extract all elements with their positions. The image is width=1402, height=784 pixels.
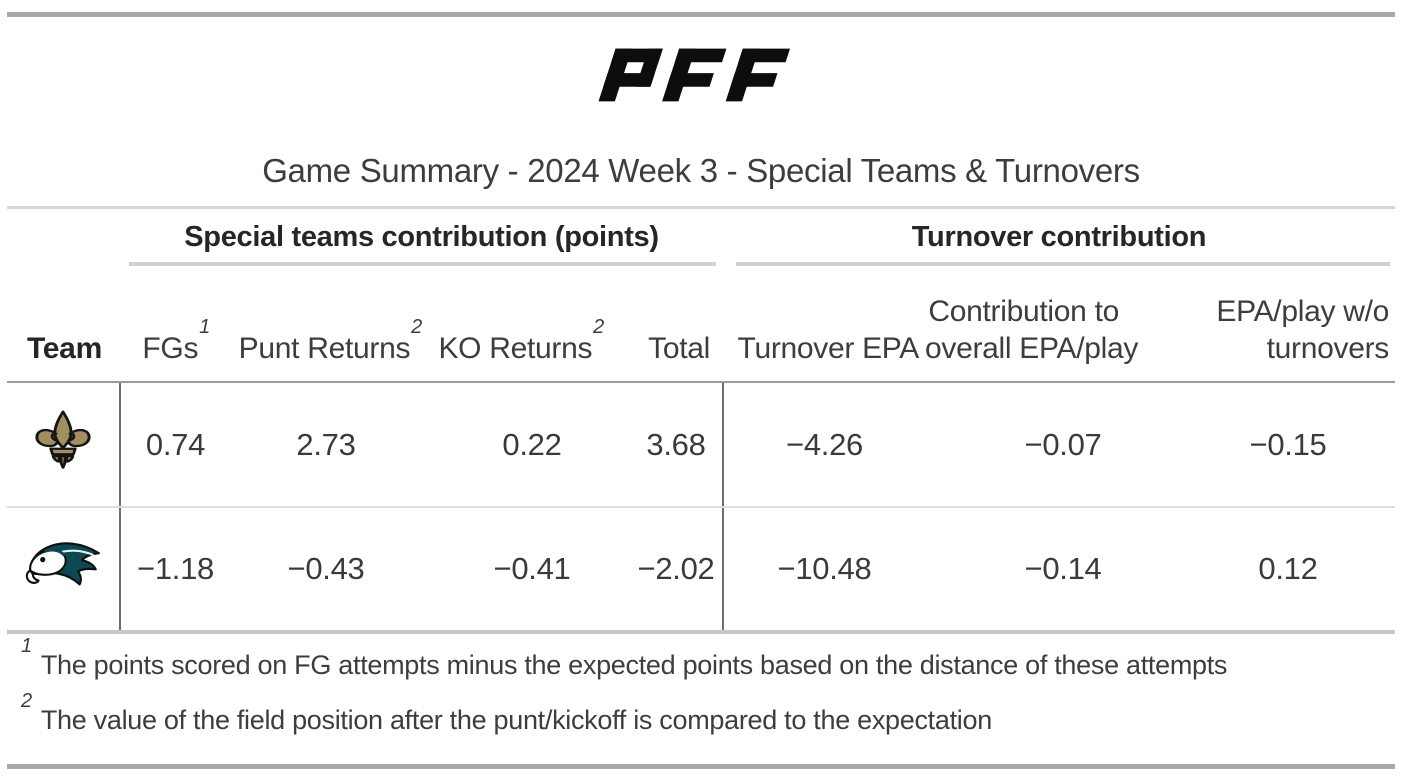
- column-header-turnover-epa: Turnover EPA: [723, 271, 925, 383]
- cell-eagles-turnover-epa: −10.48: [722, 507, 925, 634]
- pff-game-summary-page: Game Summary - 2024 Week 3 - Special Tea…: [0, 12, 1402, 784]
- page-title: Game Summary - 2024 Week 3 - Special Tea…: [262, 152, 1140, 189]
- title-divider: [7, 206, 1395, 209]
- column-header-total: Total: [614, 271, 723, 383]
- footnote-2: 2 The value of the field position after t…: [20, 691, 1395, 737]
- footnotes: 1 The points scored on FG attempts minus …: [20, 636, 1395, 737]
- column-header-contribution: Contribution to overall EPA/play: [925, 271, 1138, 383]
- cell-eagles-fgs: −1.18: [120, 507, 220, 634]
- eagles-logo-icon: [24, 538, 102, 600]
- special-teams-turnovers-table: Special teams contribution (points) Turn…: [7, 209, 1395, 634]
- cell-saints-total: 3.68: [614, 382, 723, 508]
- group-label-turnover: Turnover contribution: [911, 221, 1207, 253]
- cell-saints-turnover-epa: −4.26: [722, 382, 925, 508]
- pff-logo-icon: [598, 48, 791, 102]
- group-underline-turnover: [736, 262, 1390, 266]
- bottom-divider: [7, 764, 1395, 769]
- footnote-1-ref: 1: [21, 635, 32, 657]
- saints-logo-icon: [34, 409, 92, 481]
- team-cell-saints: [7, 382, 121, 508]
- group-header-special-teams: Special teams contribution (points): [120, 209, 723, 271]
- group-underline-special-teams: [129, 262, 716, 266]
- cell-saints-fgs: 0.74: [120, 382, 220, 508]
- footnote-2-ref: 2: [21, 690, 32, 712]
- footnote-ref-2: 2: [593, 316, 604, 338]
- cell-saints-epa-wo-turnovers: −0.15: [1125, 382, 1395, 508]
- top-divider: [7, 12, 1395, 17]
- table-row-saints: 0.74 2.73 0.22 3.68 −4.26 −0.07 −0.15: [7, 382, 1395, 508]
- cell-eagles-ko-returns: −0.41: [432, 507, 614, 634]
- table-row-eagles: −1.18 −0.43 −0.41 −2.02 −10.48 −0.14 0.1…: [7, 507, 1395, 634]
- footnote-2-text: The value of the field position after th…: [40, 705, 992, 735]
- cell-saints-punt-returns: 2.73: [220, 382, 432, 508]
- column-header-row: Team FGs1 Punt Returns2 KO Returns2 Tota…: [7, 271, 1395, 383]
- cell-eagles-epa-wo-turnovers: 0.12: [1125, 507, 1395, 634]
- cell-saints-ko-returns: 0.22: [432, 382, 614, 508]
- column-header-fgs: FGs1: [120, 271, 220, 383]
- footnote-1-text: The points scored on FG attempts minus t…: [40, 650, 1228, 680]
- group-header-turnover: Turnover contribution: [723, 209, 1395, 271]
- team-cell-eagles: [7, 507, 121, 634]
- group-header-spacer: [7, 209, 120, 271]
- footnote-ref-2: 2: [411, 316, 422, 338]
- footnote-1: 1 The points scored on FG attempts minus …: [20, 636, 1395, 682]
- column-header-punt-returns: Punt Returns2: [220, 271, 432, 383]
- column-header-epa-wo-turnovers: EPA/play w/o turnovers: [1125, 271, 1395, 383]
- group-label-special-teams: Special teams contribution (points): [184, 221, 659, 253]
- column-header-team: Team: [7, 271, 120, 383]
- group-header-row: Special teams contribution (points) Turn…: [7, 209, 1395, 271]
- pff-logo: [0, 45, 1402, 105]
- cell-eagles-punt-returns: −0.43: [220, 507, 432, 634]
- cell-eagles-total: −2.02: [614, 507, 723, 634]
- column-header-ko-returns: KO Returns2: [432, 271, 614, 383]
- cell-saints-contribution: −0.07: [925, 382, 1125, 508]
- cell-eagles-contribution: −0.14: [925, 507, 1125, 634]
- footnote-ref-1: 1: [199, 316, 210, 338]
